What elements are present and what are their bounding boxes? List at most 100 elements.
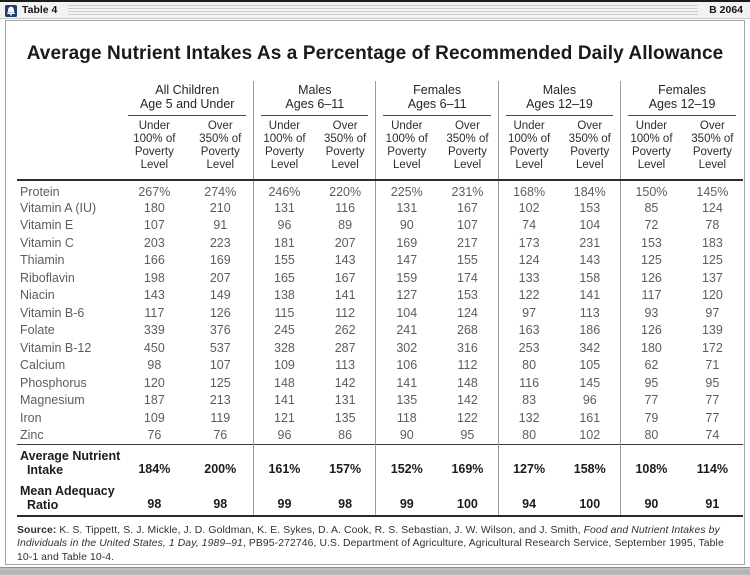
value-cell: 94 [497, 479, 560, 517]
source-citation: Source: K. S. Tippett, S. J. Mickle, J. … [17, 524, 733, 565]
subheader-under-poverty: Under 100% of Poverty Level [253, 116, 315, 181]
value-cell: 210 [209, 200, 231, 215]
value-cell: 302 [375, 339, 438, 357]
corner-cell [17, 116, 122, 181]
group-header-males-6-11: Males Ages 6–11 [253, 81, 376, 116]
value-cell: 186 [579, 323, 601, 338]
value-cell: 112 [335, 305, 356, 320]
table-row: Folate 339 376 245 262 241 268 163 186 126 139 [17, 321, 743, 339]
row-label: Magnesium [20, 393, 85, 408]
value-cell: 107 [209, 358, 231, 373]
source-publication-title: Food and Nutrient Intakes by Individuals… [17, 524, 720, 550]
value-cell: 139 [701, 323, 723, 338]
poverty-level-subheader-row: Under 100% of Poverty Level Over 350% of… [17, 116, 743, 181]
column-group-label: All Children Age 5 and Under [128, 83, 247, 116]
source-publication-details: , PB95-272746, U.S. Department of Agricu… [17, 538, 724, 563]
group-header-females-6-11: Females Ages 6–11 [375, 81, 499, 116]
value-cell: 122 [457, 410, 478, 425]
value-cell: 148 [457, 375, 478, 390]
subheader-over-poverty: Over 350% of Poverty Level [437, 116, 499, 181]
value-cell: 78 [705, 218, 720, 233]
value-cell: 137 [701, 270, 723, 285]
value-cell: 104 [375, 304, 438, 322]
subheader-under-poverty: Under 100% of Poverty Level [497, 116, 560, 181]
value-cell: 220% [329, 185, 362, 199]
column-group-label: Males Ages 6–11 [261, 83, 369, 116]
row-label: Thiamin [20, 253, 65, 268]
value-cell: 102 [497, 199, 560, 217]
value-cell: 166 [143, 253, 165, 268]
table-row: Protein 267% 274% 246% 220% 225% 231% 168% 184% 1… [17, 180, 743, 199]
column-group-label: Males Ages 12–19 [505, 83, 614, 116]
value-cell: 245 [253, 321, 315, 339]
value-cell: 131 [375, 199, 438, 217]
value-cell: 95 [705, 375, 720, 390]
value-cell: 97 [705, 305, 720, 320]
value-cell: 109 [143, 410, 165, 425]
value-cell: 173 [497, 234, 560, 252]
value-cell: 102 [579, 428, 601, 442]
value-cell: 119 [210, 410, 231, 425]
value-cell: 158% [559, 443, 621, 480]
value-cell: 133 [497, 269, 560, 287]
value-cell: 187 [143, 393, 165, 408]
value-cell: 114% [681, 443, 743, 480]
value-cell: 99 [253, 479, 315, 517]
value-cell: 79 [620, 409, 682, 427]
value-cell: 153 [579, 200, 601, 215]
value-cell: 198 [143, 270, 165, 285]
value-cell: 150% [620, 180, 682, 199]
value-cell: 85 [620, 199, 682, 217]
value-cell: 113 [335, 358, 356, 373]
value-cell: 127 [375, 286, 438, 304]
page-code-label: B 2064 [709, 4, 743, 16]
value-cell: 253 [497, 339, 560, 357]
value-cell: 241 [375, 321, 438, 339]
row-label: Riboflavin [20, 270, 75, 285]
value-cell: 225% [375, 180, 438, 199]
table-row: Vitamin B-12 450 537 328 287 302 316 253 342 180 1… [17, 339, 743, 357]
value-cell: 100 [559, 479, 621, 517]
value-cell: 231 [579, 235, 601, 250]
value-cell: 152% [375, 443, 438, 480]
value-cell: 161 [579, 410, 601, 425]
table-row: Riboflavin 198 207 165 167 159 174 133 158 126 137 [17, 269, 743, 287]
value-cell: 124 [497, 251, 560, 269]
value-cell: 183 [701, 235, 723, 250]
row-label: Vitamin B-6 [20, 305, 85, 320]
value-cell: 122 [497, 286, 560, 304]
value-cell: 90 [620, 479, 682, 517]
column-group-label: Females Ages 12–19 [628, 83, 736, 116]
window-header-bar: Table 4 B 2064 [0, 0, 750, 19]
value-cell: 104 [579, 218, 601, 233]
value-cell: 450 [143, 340, 165, 355]
value-cell: 163 [497, 321, 560, 339]
value-cell: 537 [209, 340, 231, 355]
table-number-label: Table 4 [22, 4, 58, 16]
row-label: Mean Adequacy Ratio [17, 479, 122, 517]
value-cell: 98 [314, 479, 376, 517]
group-header-females-12-19: Females Ages 12–19 [620, 81, 743, 116]
subheader-under-poverty: Under 100% of Poverty Level [620, 116, 682, 181]
value-cell: 168% [497, 180, 560, 199]
value-cell: 246% [253, 180, 315, 199]
value-cell: 124 [701, 200, 723, 215]
value-cell: 77 [705, 393, 720, 408]
table-row: Zinc 76 76 96 86 90 95 80 102 80 74 [17, 426, 743, 444]
row-label: Iron [20, 410, 42, 425]
row-label: Vitamin C [20, 235, 74, 250]
group-header-all-children: All Children Age 5 and Under [121, 81, 253, 116]
value-cell: 135 [375, 391, 438, 409]
table-row: Iron 109 119 121 135 118 122 132 161 79 77 [17, 409, 743, 427]
value-cell: 141 [334, 288, 356, 303]
value-cell: 107 [457, 218, 478, 233]
value-cell: 116 [335, 200, 356, 215]
column-group-label: Females Ages 6–11 [383, 83, 491, 116]
value-cell: 89 [338, 218, 353, 233]
value-cell: 159 [375, 269, 438, 287]
value-cell: 149 [209, 288, 231, 303]
value-cell: 165 [253, 269, 315, 287]
table-row: Calcium 98 107 109 113 106 112 80 105 62 71 [17, 356, 743, 374]
table-row: Mean Adequacy Ratio 98 98 99 98 99 100 94 100 90 9… [17, 479, 743, 517]
value-cell: 127% [497, 443, 560, 480]
